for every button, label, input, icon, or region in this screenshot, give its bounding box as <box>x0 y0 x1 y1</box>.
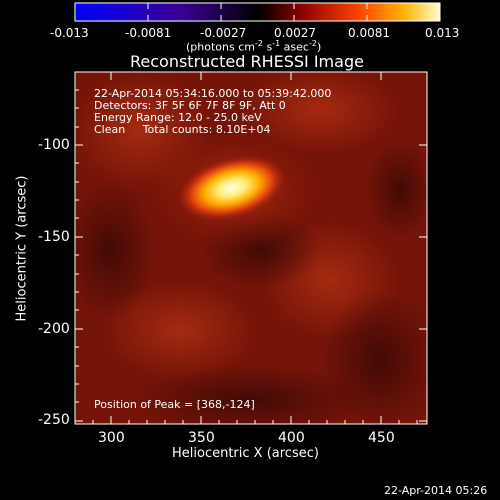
plot-title: Reconstructed RHESSI Image <box>130 52 364 71</box>
colorbar-tick-label: 0.013 <box>425 26 460 40</box>
colorbar-tick-label: -0.0027 <box>200 26 247 40</box>
units-s: s <box>262 40 273 54</box>
y-axis-ticks <box>75 89 427 422</box>
y-tick-label: -200 <box>38 321 70 337</box>
x-tick-label: 450 <box>368 430 395 446</box>
colorbar-tick-label: 0.0081 <box>348 26 390 40</box>
units-exp: -1 <box>272 39 281 48</box>
plot-frame <box>74 71 428 425</box>
colorbar-tick-label: 0.0027 <box>274 26 316 40</box>
units-exp: -2 <box>308 39 317 48</box>
x-tick-label: 400 <box>278 430 305 446</box>
colorbar-ticks <box>74 3 441 21</box>
annotation-time-range: 22-Apr-2014 05:34:16.000 to 05:39:42.000 <box>94 87 332 100</box>
colorbar-gradient <box>74 2 441 22</box>
annotation-energy-range: Energy Range: 12.0 - 25.0 keV <box>94 111 262 124</box>
rhessi-image <box>75 72 427 424</box>
annotation-clean-counts: Clean Total counts: 8.10E+04 <box>94 123 271 136</box>
annotation-detectors: Detectors: 3F 5F 6F 7F 8F 9F, Att 0 <box>94 99 286 112</box>
footer-timestamp: 22-Apr-2014 05:26 <box>384 484 488 497</box>
x-tick-label: 350 <box>188 430 215 446</box>
units-asec: asec <box>280 40 309 54</box>
y-tick-label: -100 <box>38 137 70 153</box>
peak-source <box>178 155 286 221</box>
y-axis-label: Heliocentric Y (arcsec) <box>14 175 30 322</box>
colorbar-tick-label: -0.0081 <box>125 26 172 40</box>
colorbar-tick-label: -0.013 <box>50 26 89 40</box>
y-tick-label: -150 <box>38 229 70 245</box>
x-axis-label: Heliocentric X (arcsec) <box>172 446 319 461</box>
y-tick-label: -250 <box>38 412 70 428</box>
annotation-peak-position: Position of Peak = [368,-124] <box>94 398 255 411</box>
x-tick-label: 300 <box>98 430 125 446</box>
units-exp: -2 <box>254 39 263 48</box>
x-axis-ticks <box>92 72 418 424</box>
colorbar <box>74 2 441 22</box>
colorbar-units-label: (photons cm-2 s-1 asec-2) <box>186 39 321 54</box>
units-close: ) <box>316 40 322 54</box>
units-main: (photons cm <box>186 40 255 54</box>
